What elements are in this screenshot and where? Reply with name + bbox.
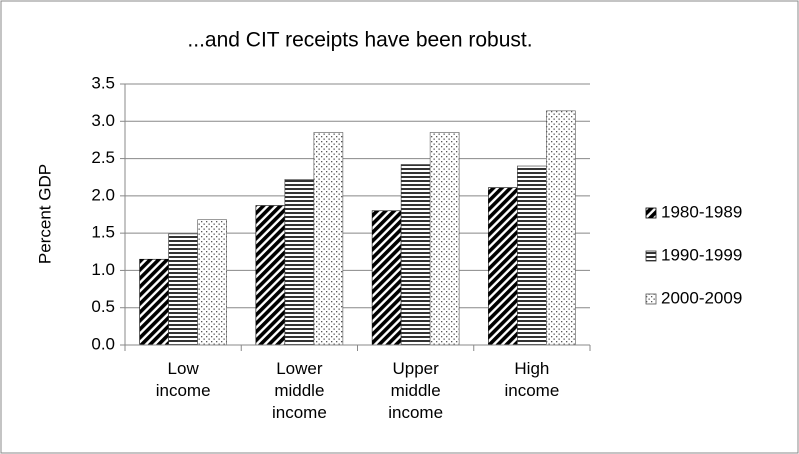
y-tick-label: 3.5 [91, 73, 115, 92]
x-tick-label: Lower middle income [271, 359, 327, 422]
bar [197, 219, 227, 346]
legend-label: 2000-2009 [661, 288, 742, 307]
legend-label: 1980-1989 [661, 202, 742, 221]
y-axis-label: Percent GDP [35, 164, 54, 264]
bar [168, 233, 198, 346]
bar [284, 179, 315, 346]
legend-swatch [645, 250, 657, 262]
legend-swatch [645, 207, 657, 219]
y-tick-label: 3.0 [91, 111, 115, 130]
x-tick-label: High income [504, 359, 560, 400]
bar [488, 187, 518, 346]
bar [546, 110, 576, 346]
bar [400, 164, 431, 346]
x-tick-label: Low income [155, 359, 211, 400]
bar [255, 205, 286, 346]
chart-title: ...and CIT receipts have been robust. [187, 29, 532, 52]
legend-label: 1990-1999 [661, 245, 742, 264]
bar [429, 132, 460, 346]
y-tick-label: 2.0 [91, 185, 115, 204]
x-tick-label: Upper middle income [388, 359, 444, 422]
bar [313, 132, 344, 346]
bar [139, 258, 169, 346]
y-tick-label: 2.5 [91, 148, 115, 167]
y-tick-label: 1.0 [91, 260, 115, 279]
y-tick-label: 0.5 [91, 297, 115, 316]
y-tick-label: 0.0 [91, 334, 115, 353]
bar [371, 210, 402, 346]
y-tick-label: 1.5 [91, 223, 115, 242]
legend-swatch [645, 293, 657, 305]
bar [517, 165, 547, 346]
